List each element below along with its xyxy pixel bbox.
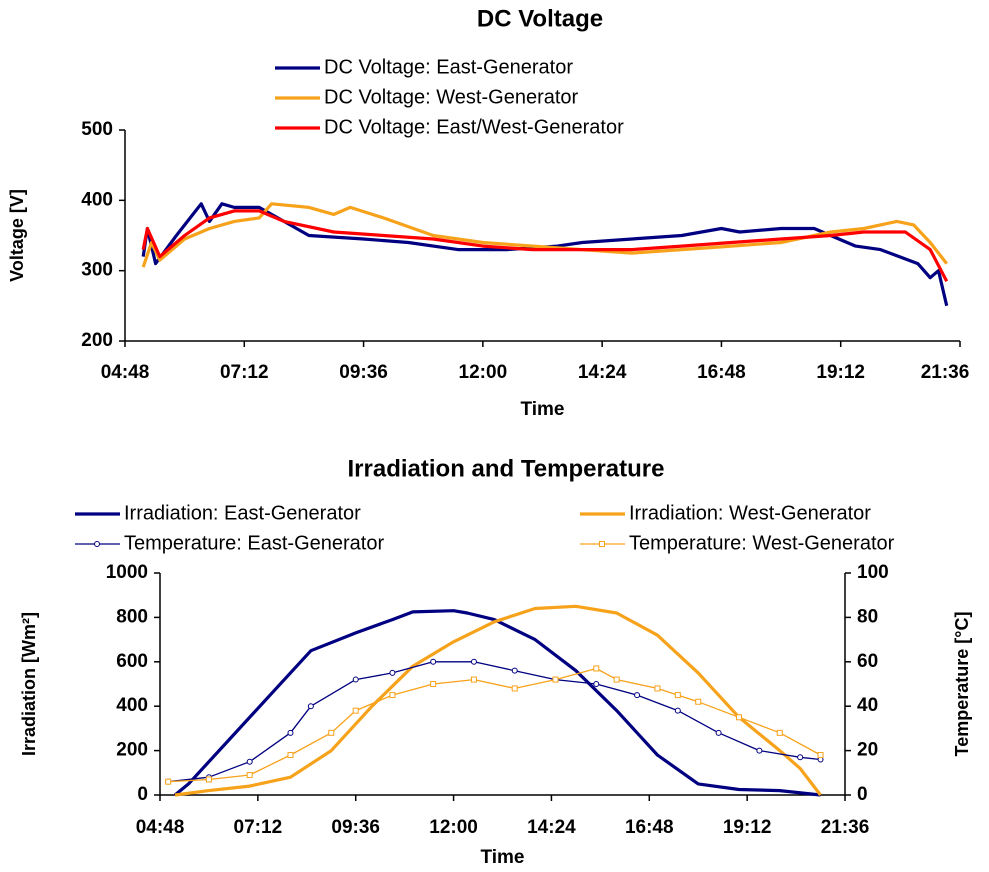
legend-marker (599, 541, 605, 547)
y2-tick-label: 20 (857, 740, 878, 761)
marker (430, 658, 437, 665)
y-tick-label: 800 (116, 606, 148, 627)
marker (511, 667, 518, 674)
series-line (174, 604, 822, 797)
x-tick-label: 16:48 (697, 362, 746, 383)
marker (735, 714, 742, 721)
marker (613, 676, 620, 683)
legend-marker (94, 541, 100, 547)
marker (470, 676, 477, 683)
legend-label: Temperature: East-Generator (124, 532, 384, 554)
x-tick-label: 12:00 (429, 817, 478, 838)
marker (352, 707, 359, 714)
legend-label: DC Voltage: East-Generator (324, 56, 573, 78)
marker (287, 729, 294, 736)
y2-tick-label: 0 (857, 784, 868, 805)
x-tick-label: 07:12 (220, 362, 269, 383)
y-tick-label: 0 (137, 784, 148, 805)
series-line (141, 202, 949, 307)
marker (307, 703, 314, 710)
marker (511, 685, 518, 692)
marker (246, 772, 253, 779)
x-tick-label: 09:36 (339, 362, 388, 383)
y-tick-label: 600 (116, 651, 148, 672)
y-tick-label: 400 (81, 189, 113, 210)
marker (389, 692, 396, 699)
y2-tick-label: 100 (857, 562, 889, 583)
x-axis-title: Time (520, 399, 564, 420)
x-tick-label: 14:24 (578, 362, 627, 383)
marker (674, 692, 681, 699)
x-tick-label: 04:48 (136, 817, 185, 838)
legend-label: Irradiation: East-Generator (124, 502, 361, 524)
marker (654, 685, 661, 692)
legend-label: Temperature: West-Generator (629, 532, 895, 554)
marker (674, 707, 681, 714)
y-tick-label: 200 (116, 740, 148, 761)
x-tick-label: 21:36 (821, 817, 870, 838)
marker (205, 776, 212, 783)
x-tick-label: 19:12 (816, 362, 865, 383)
y2-tick-label: 40 (857, 695, 878, 716)
y2-tick-label: 80 (857, 606, 878, 627)
chart-title: Irradiation and Temperature (348, 455, 665, 482)
legend-label: DC Voltage: West-Generator (324, 86, 579, 108)
marker (776, 729, 783, 736)
marker (470, 658, 477, 665)
series-line (141, 209, 949, 282)
series-line (173, 609, 821, 797)
y2-axis-title: Temperature [°C] (952, 612, 972, 757)
y-tick-label: 200 (81, 330, 113, 351)
marker (715, 729, 722, 736)
chart-title: DC Voltage (477, 5, 603, 32)
y-axis-title: Voltage [V] (7, 189, 27, 282)
marker (695, 698, 702, 705)
marker (389, 669, 396, 676)
marker (328, 729, 335, 736)
x-tick-label: 16:48 (625, 817, 674, 838)
marker (552, 676, 559, 683)
marker (287, 752, 294, 759)
marker (817, 752, 824, 759)
y2-tick-label: 60 (857, 651, 878, 672)
marker (165, 778, 172, 785)
x-tick-label: 04:48 (101, 362, 150, 383)
marker (797, 754, 804, 761)
y-tick-label: 1000 (106, 562, 148, 583)
series-line (168, 667, 821, 783)
y-tick-label: 500 (81, 119, 113, 140)
legend-label: DC Voltage: East/West-Generator (324, 116, 624, 138)
x-tick-label: 21:36 (921, 362, 970, 383)
y-tick-label: 400 (116, 695, 148, 716)
marker (352, 676, 359, 683)
y-tick-label: 300 (81, 260, 113, 281)
series-line (168, 661, 821, 783)
marker (430, 681, 437, 687)
series-line (141, 202, 948, 268)
x-tick-label: 14:24 (527, 817, 576, 838)
x-tick-label: 12:00 (459, 362, 508, 383)
x-axis-title: Time (480, 847, 524, 868)
x-tick-label: 07:12 (234, 817, 283, 838)
x-tick-label: 09:36 (331, 817, 380, 838)
legend-label: Irradiation: West-Generator (629, 502, 871, 524)
marker (756, 747, 763, 754)
x-tick-label: 19:12 (723, 817, 772, 838)
y-axis-title: Irradiation [Wm²] (19, 612, 39, 756)
marker (593, 665, 600, 672)
marker (634, 692, 641, 699)
marker (593, 681, 600, 687)
marker (246, 758, 253, 765)
